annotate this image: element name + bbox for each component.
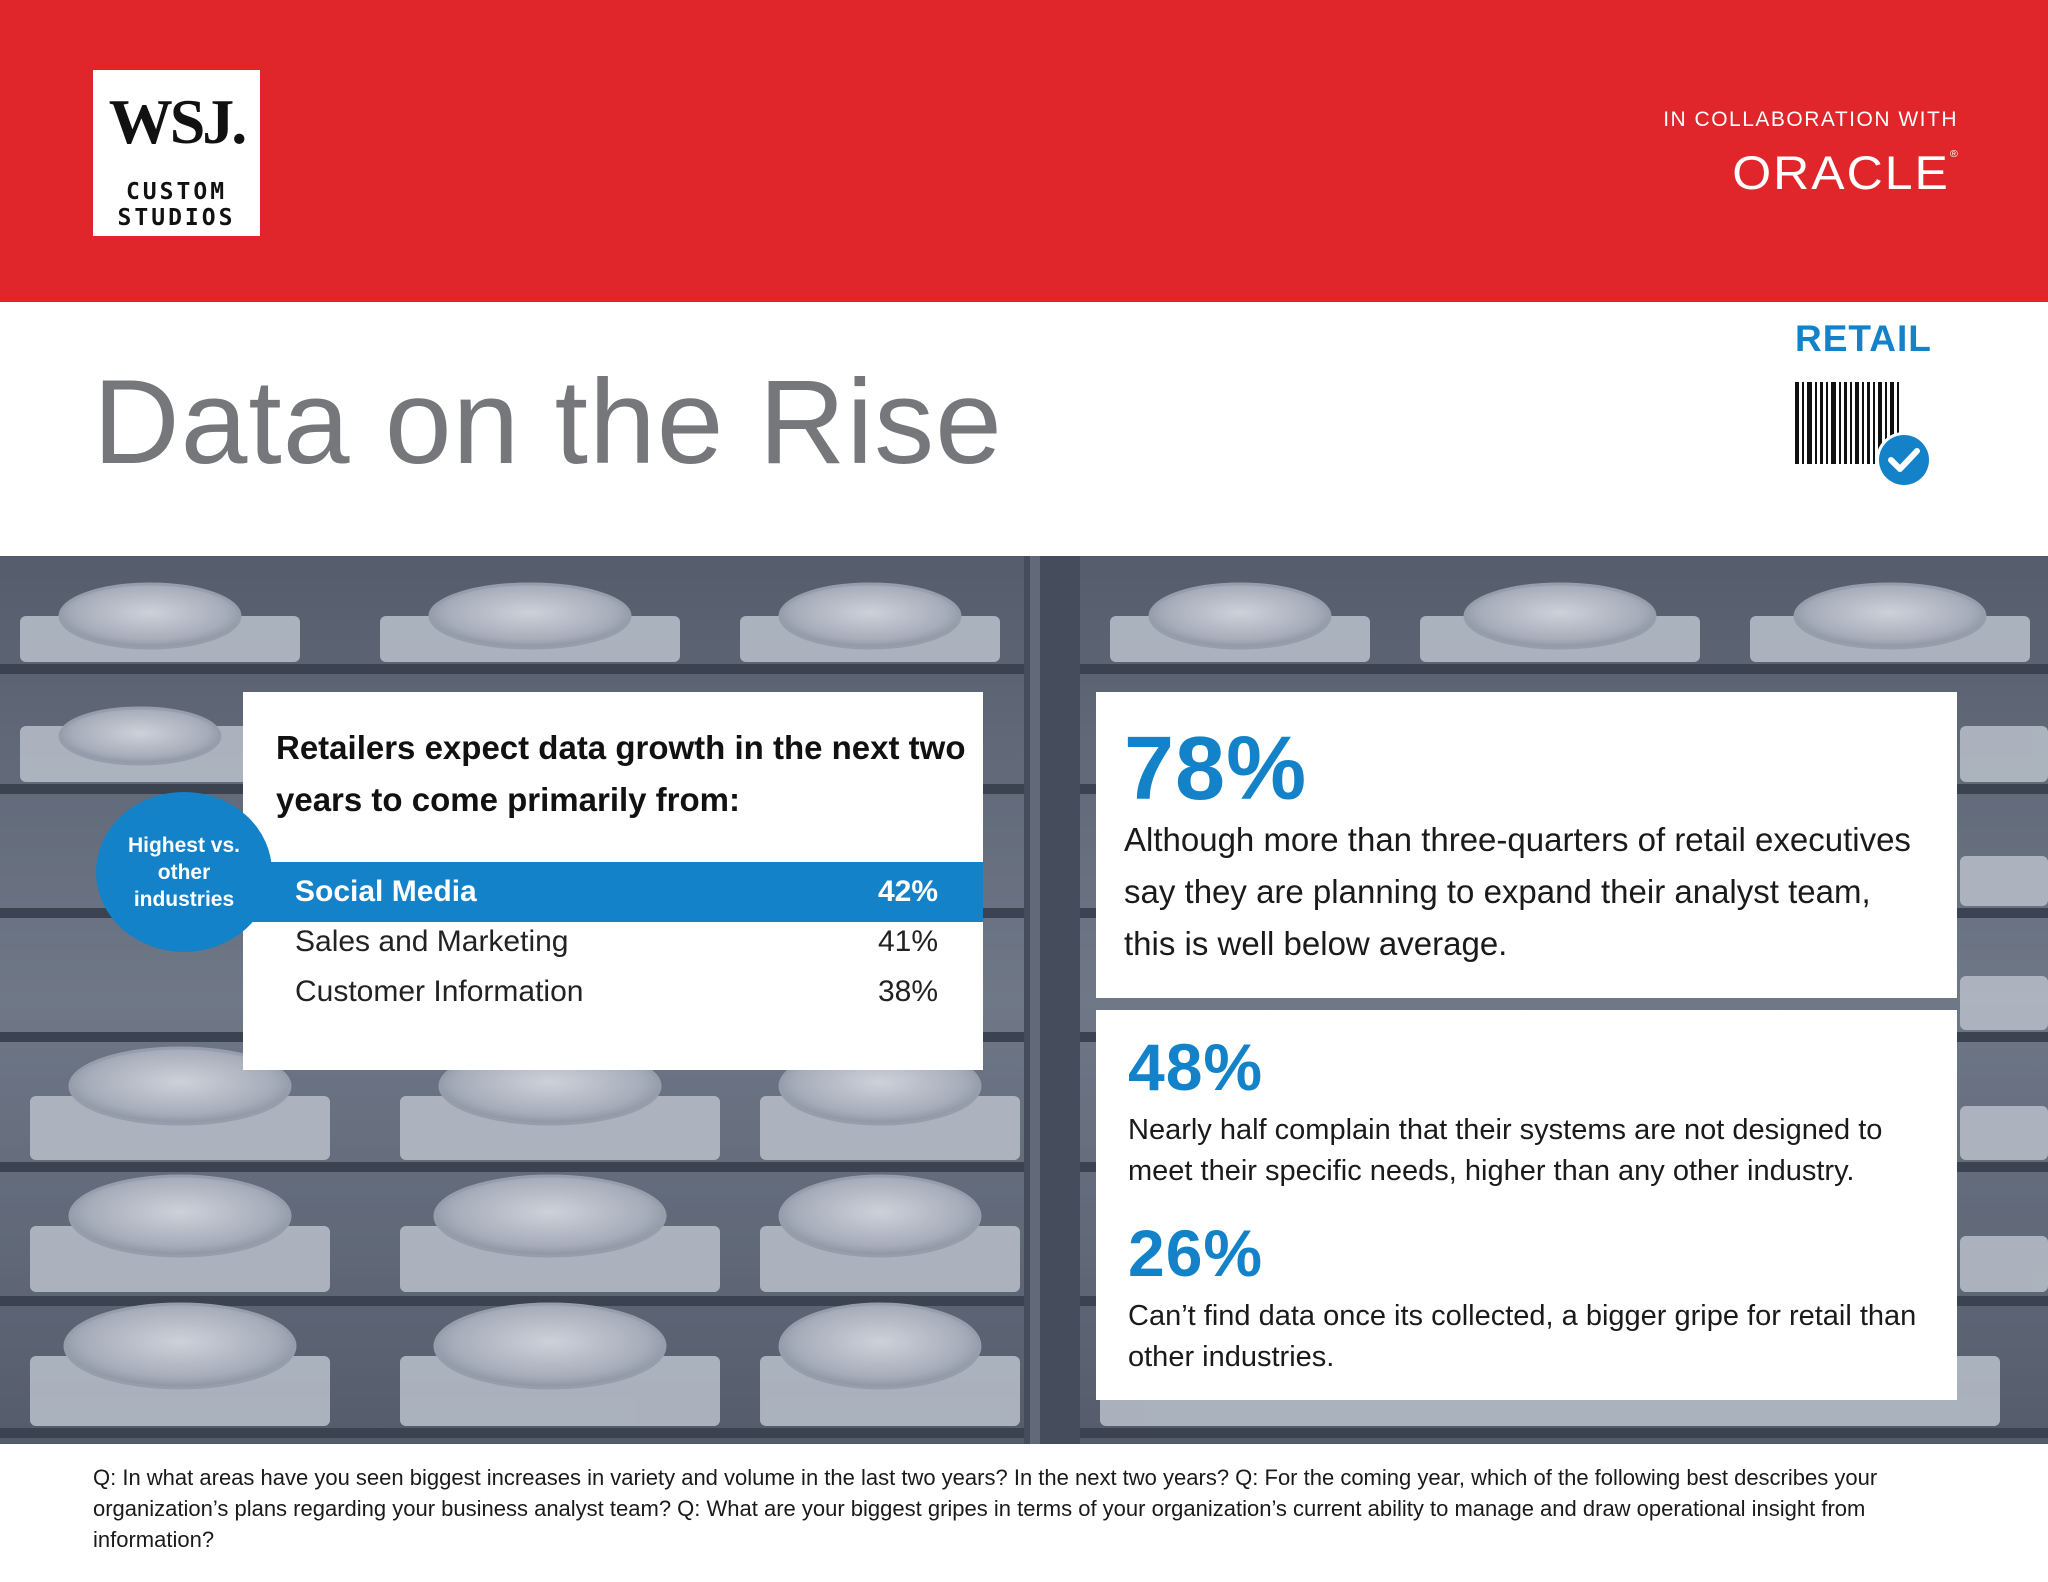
growth-row-value: 41% bbox=[877, 925, 938, 958]
collaboration-label: IN COLLABORATION WITH bbox=[1663, 108, 1958, 131]
highest-badge: Highest vs. other industries bbox=[96, 792, 272, 952]
stat-card-78: 78% Although more than three-quarters of… bbox=[1096, 692, 1957, 998]
growth-row-label: Social Media bbox=[295, 875, 477, 908]
logo-wordmark: WSJ. bbox=[108, 86, 248, 157]
data-growth-heading: Retailers expect data growth in the next… bbox=[276, 729, 966, 818]
growth-row-label: Customer Information bbox=[295, 975, 584, 1008]
data-growth-card: Retailers expect data growth in the next… bbox=[243, 692, 983, 1070]
header-banner: WSJ. CUSTOM STUDIOS IN COLLABORATION WIT… bbox=[0, 0, 2048, 302]
stat-value: 26% bbox=[1128, 1216, 1264, 1290]
partner-name: ORACLE bbox=[1732, 146, 1950, 200]
barcode-icon bbox=[1795, 382, 1932, 488]
logo-subtitle-line-1: CUSTOM bbox=[125, 179, 228, 205]
growth-row: Customer Information 38% bbox=[243, 962, 983, 1022]
growth-row-value: 38% bbox=[877, 975, 938, 1008]
wsj-custom-studios-logo: WSJ. CUSTOM STUDIOS bbox=[93, 70, 260, 236]
stat-description: Can’t find data once its collected, a bi… bbox=[1128, 1300, 1917, 1373]
category-label: RETAIL bbox=[1795, 318, 1932, 359]
stat-description: Although more than three-quarters of ret… bbox=[1124, 821, 1911, 962]
growth-row-value: 42% bbox=[877, 875, 938, 908]
growth-row-label: Sales and Marketing bbox=[295, 925, 569, 958]
registered-mark: ® bbox=[1949, 148, 1958, 160]
logo-subtitle-line-2: STUDIOS bbox=[117, 205, 236, 231]
barcode-check-graphic bbox=[1795, 380, 1935, 495]
stat-value: 48% bbox=[1128, 1030, 1264, 1104]
stat-value: 78% bbox=[1124, 719, 1308, 819]
growth-row: Sales and Marketing 41% bbox=[243, 912, 983, 972]
page-title: Data on the Rise bbox=[93, 355, 1003, 489]
badge-text: Highest vs. other industries bbox=[127, 833, 241, 911]
partner-logo: ORACLE® bbox=[1732, 149, 1958, 197]
stat-description: Nearly half complain that their systems … bbox=[1128, 1114, 1883, 1187]
growth-row-highlighted: Social Media 42% bbox=[243, 862, 983, 922]
stat-card-48-26: 48% Nearly half complain that their syst… bbox=[1096, 1010, 1957, 1400]
checkmark-icon bbox=[1876, 432, 1932, 488]
survey-questions-footnote: Q: In what areas have you seen biggest i… bbox=[93, 1465, 1878, 1552]
